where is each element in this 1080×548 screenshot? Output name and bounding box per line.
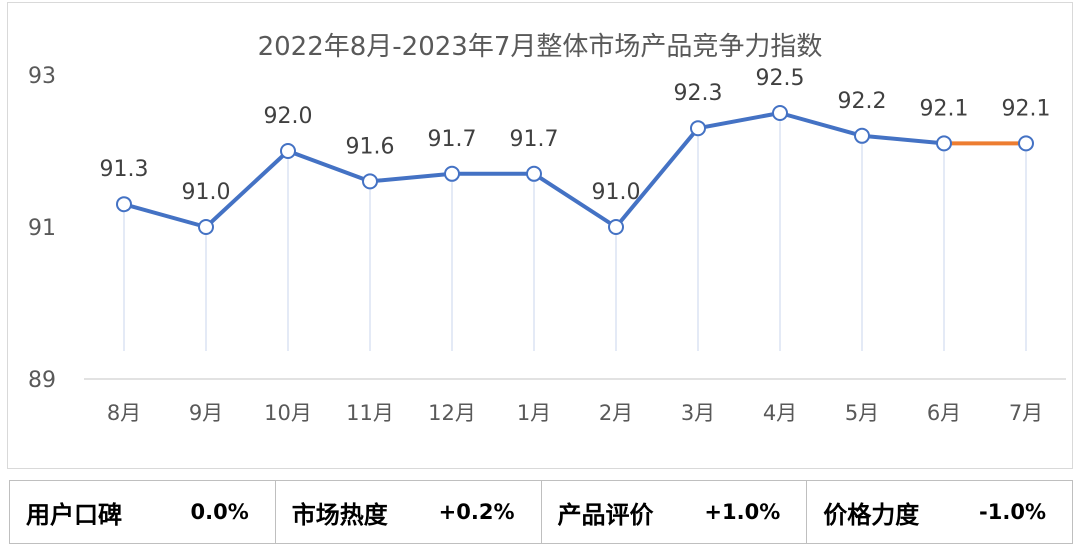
metric-label: 用户口碑 — [26, 500, 122, 529]
y-tick-label: 89 — [28, 368, 56, 393]
data-point — [690, 120, 706, 137]
x-tick-label: 11月 — [346, 401, 394, 425]
data-label: 92.2 — [838, 89, 887, 114]
data-point — [444, 165, 460, 182]
metric-label: 价格力度 — [823, 500, 920, 529]
x-tick-label: 4月 — [763, 401, 797, 425]
data-label: 91.7 — [510, 127, 559, 152]
data-label: 92.1 — [1002, 96, 1051, 121]
x-tick-label: 6月 — [927, 401, 961, 425]
x-tick-label: 7月 — [1009, 401, 1043, 425]
data-point — [280, 143, 296, 159]
metrics-footer: 用户口碑 0.0% 市场热度 +0.2% 产品评价 +1.0% 价格力度 -1.… — [9, 480, 1073, 544]
metric-label: 市场热度 — [291, 500, 388, 529]
data-point — [608, 219, 624, 235]
x-tick-label: 1月 — [517, 401, 551, 425]
data-point — [936, 135, 952, 152]
data-point — [854, 127, 870, 144]
metric-word-of-mouth: 用户口碑 0.0% — [10, 481, 276, 543]
data-label: 92.5 — [756, 66, 805, 91]
metric-value: -1.0% — [979, 500, 1046, 524]
metric-market-heat: 市场热度 +0.2% — [276, 481, 542, 543]
x-tick-label: 10月 — [264, 401, 312, 425]
data-point — [116, 196, 132, 213]
data-label: 91.6 — [346, 134, 395, 159]
y-tick-label: 91 — [28, 216, 56, 241]
metric-label: 产品评价 — [557, 500, 654, 529]
x-tick-label: 9月 — [189, 401, 223, 425]
data-label: 91.7 — [428, 127, 477, 152]
data-label: 91.0 — [182, 180, 231, 205]
data-label: 91.3 — [100, 157, 149, 182]
data-point — [526, 165, 542, 182]
data-point — [362, 173, 378, 190]
chart-container — [7, 2, 1073, 469]
x-tick-label: 8月 — [107, 401, 141, 425]
data-point — [772, 105, 788, 121]
x-tick-label: 2月 — [599, 401, 633, 425]
data-label: 92.3 — [674, 81, 723, 106]
chart-title: 2022年8月-2023年7月整体市场产品竞争力指数 — [257, 32, 823, 62]
data-label: 91.0 — [592, 180, 641, 205]
line-chart: 89 91 93 91.3 91.0 92.0 91.6 91.7 91.7 91.0 92.3 92… — [28, 64, 1066, 425]
metric-price-strength: 价格力度 -1.0% — [807, 481, 1072, 543]
metric-value: +0.2% — [438, 500, 515, 524]
data-label: 92.0 — [264, 104, 313, 129]
x-tick-label: 5月 — [845, 401, 879, 425]
x-tick-label: 3月 — [681, 401, 715, 425]
data-label: 92.1 — [920, 96, 969, 121]
metric-product-rating: 产品评价 +1.0% — [542, 481, 808, 543]
data-point — [1018, 135, 1034, 152]
x-tick-label: 12月 — [428, 401, 476, 425]
metric-value: 0.0% — [190, 500, 249, 524]
y-tick-label: 93 — [28, 64, 56, 89]
metric-value: +1.0% — [704, 500, 781, 524]
data-point — [198, 219, 214, 235]
